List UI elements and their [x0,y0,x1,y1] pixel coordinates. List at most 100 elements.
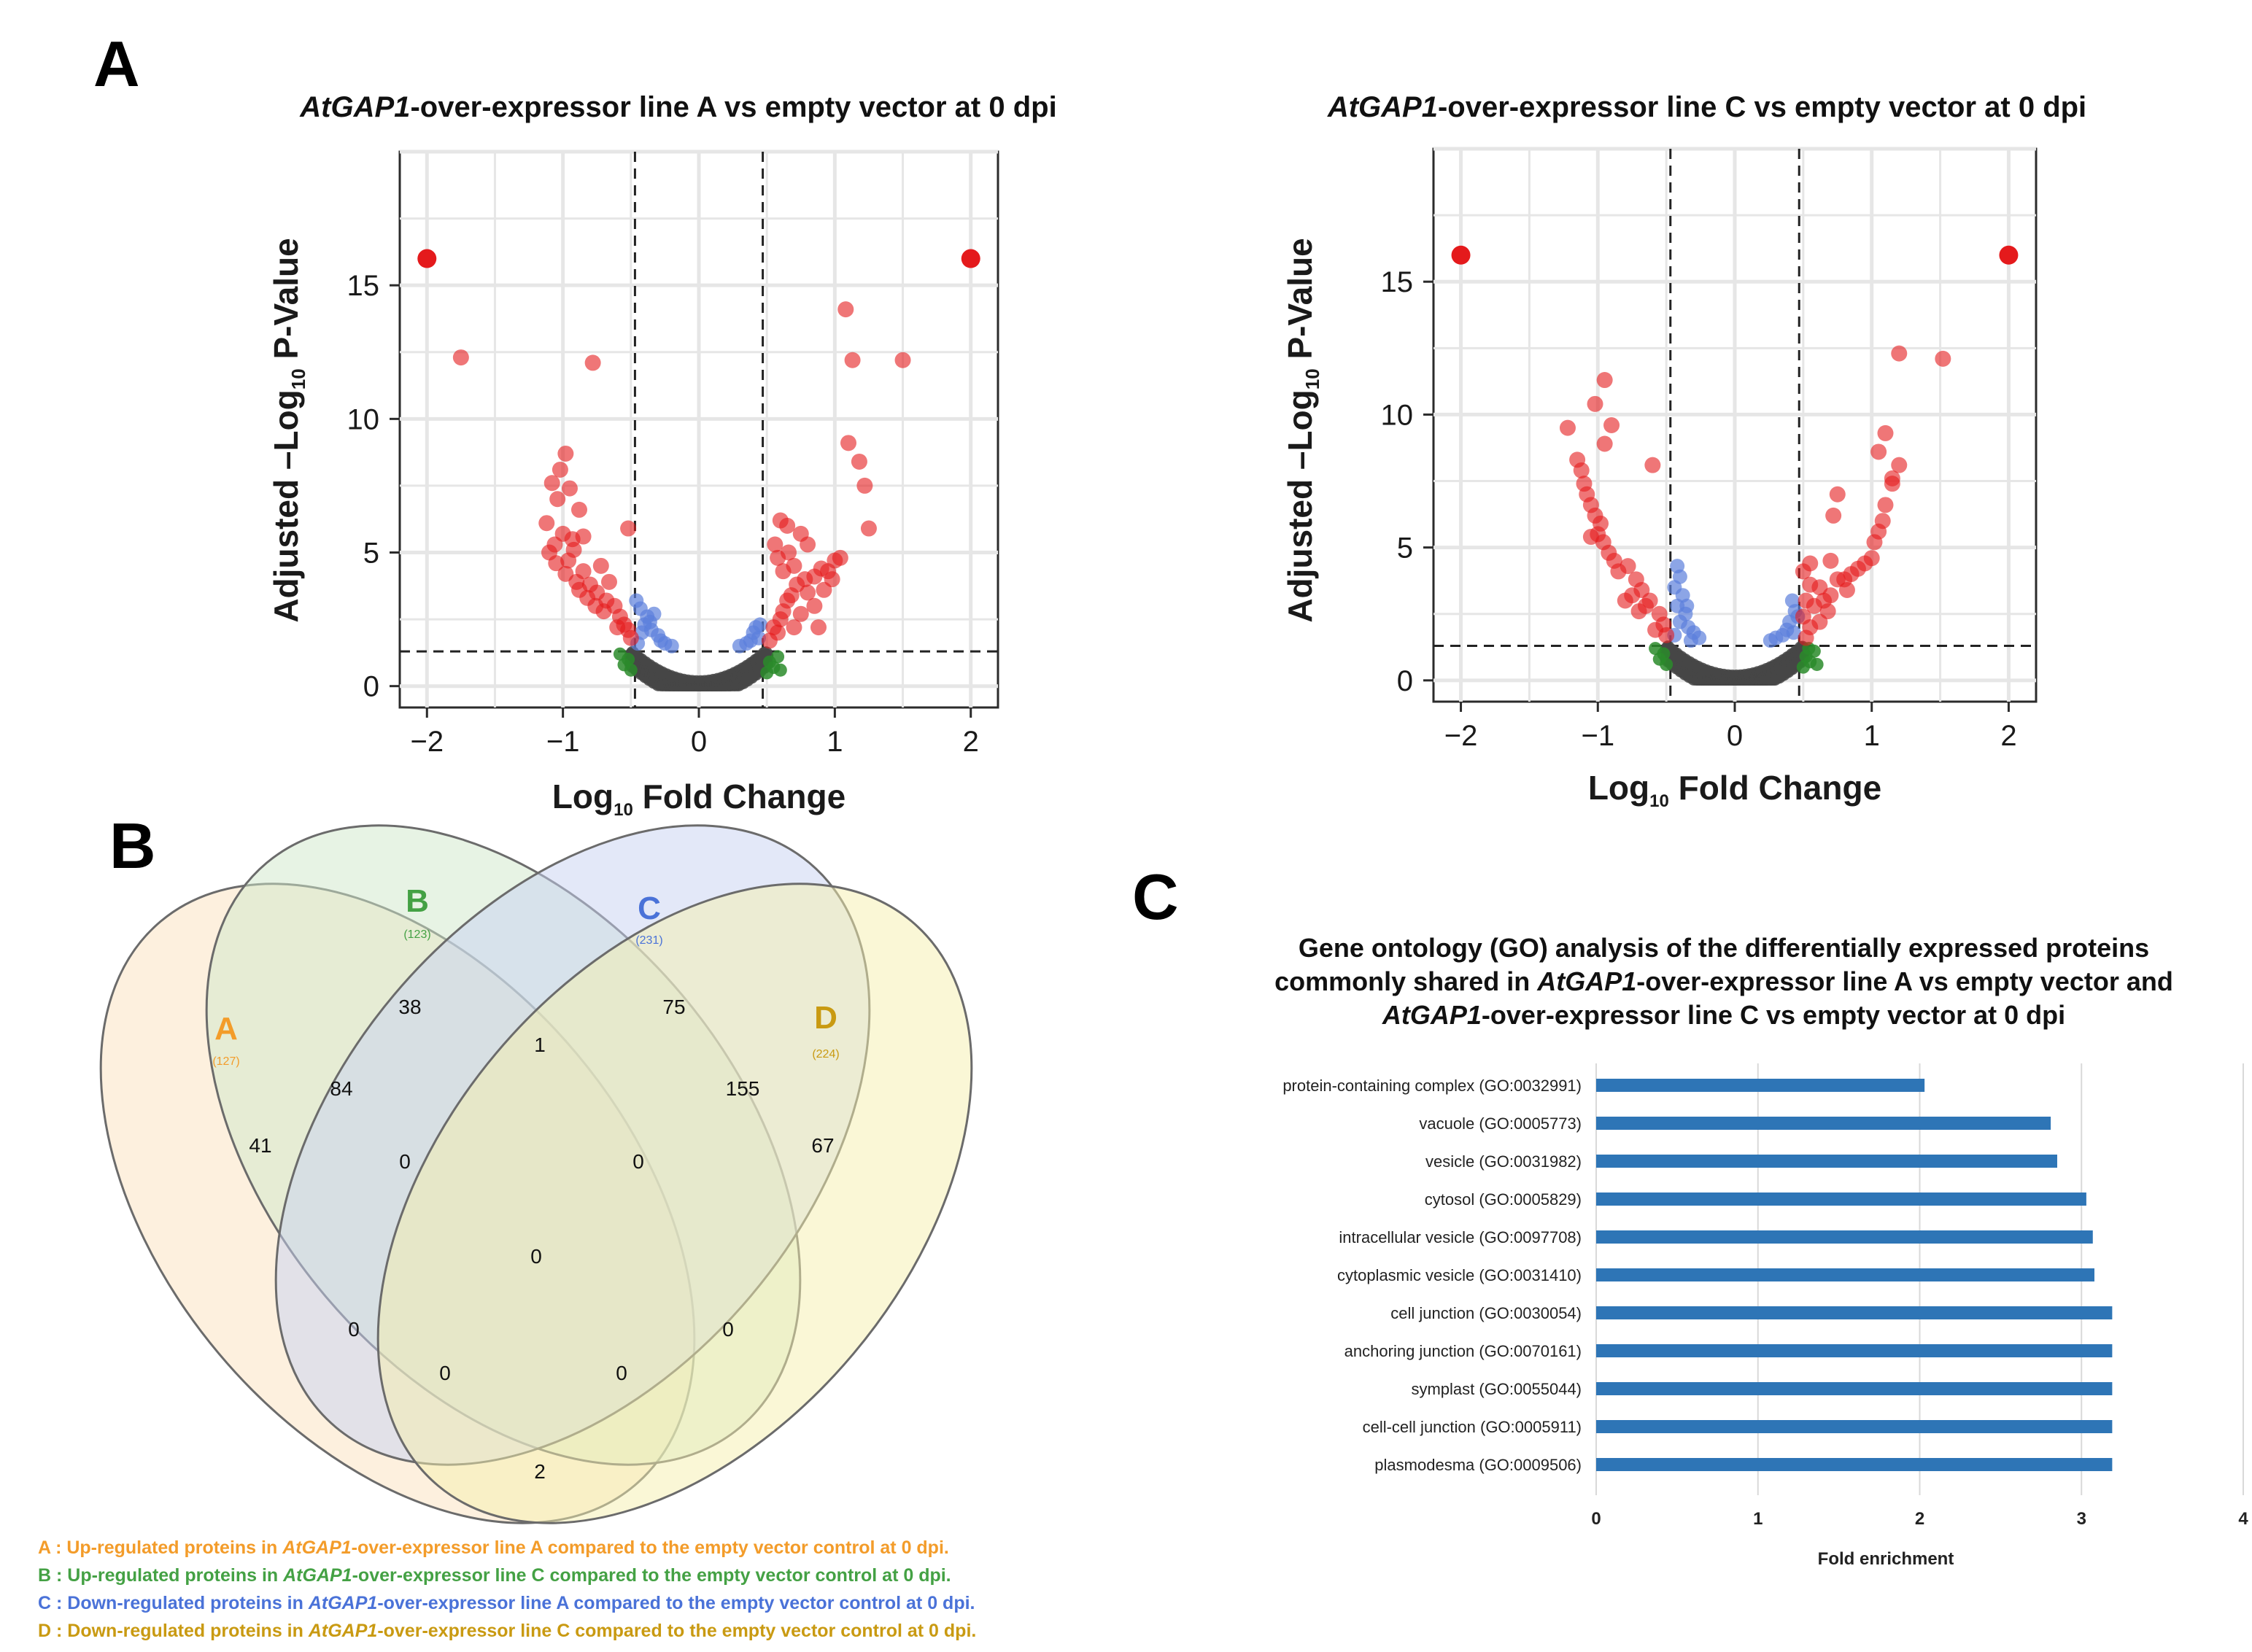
go-bar-chart: Gene ontology (GO) analysis of the diffe… [1274,933,2248,1569]
go-bar [1596,1344,2113,1357]
go-term-label: intracellular vesicle (GO:0097708) [1339,1228,1582,1246]
significant-point [1603,417,1620,433]
significant-point [783,587,800,604]
volcano-a-xlabel: Log10 Fold Change [552,777,846,820]
go-bar [1596,1382,2113,1395]
fold-change-only-point [1810,657,1824,671]
volcano-c-xticks: −2 −1 0 1 2 [1444,702,2017,752]
x-tick-label: 0 [1727,720,1743,752]
volcano-a-title-rest: -over-expressor line A vs empty vector a… [410,91,1056,123]
x-tick-label: −1 [546,726,580,758]
volcano-a-points [417,249,980,691]
significant-point [601,573,617,590]
significant-point [1573,462,1590,478]
legend-line-c: C : Down-regulated proteins in AtGAP1-ov… [38,1593,975,1613]
x-tick-label: 1 [827,726,843,758]
significant-point [837,301,854,318]
significant-point [575,528,592,545]
venn-set-a-label: A [214,1011,238,1047]
go-x-tick-label: 0 [1591,1509,1601,1529]
p-value-only-point [732,638,747,654]
volcano-a-title: AtGAP1-over-expressor line A vs empty ve… [299,91,1056,123]
significant-point [543,475,560,492]
go-term-label: anchoring junction (GO:0070161) [1344,1342,1582,1360]
go-x-tick-label: 1 [1753,1509,1762,1529]
significant-point [810,619,827,636]
panel-letter-b: B [109,810,156,882]
significant-point [860,520,877,537]
significant-point [571,581,587,598]
significant-point [781,544,797,561]
go-term-label: cytoplasmic vesicle (GO:0031410) [1337,1266,1582,1284]
fold-change-only-point [1649,642,1663,656]
venn-count-cd: 155 [726,1077,760,1100]
p-value-only-point [752,617,767,632]
significant-point [767,536,783,553]
significant-point [1451,245,1471,265]
significant-point [1802,555,1819,572]
go-term-label: cell-cell junction (GO:0005911) [1363,1418,1582,1436]
go-bar [1596,1079,1925,1092]
significant-point [792,605,809,622]
go-bar [1596,1155,2057,1168]
volcano-c-title-rest: -over-expressor line C vs empty vector a… [1438,91,2086,123]
venn-count-bc: 1 [534,1034,546,1056]
significant-point [1935,350,1951,367]
venn-count-bcd: 0 [632,1150,644,1173]
significant-point [549,491,566,508]
significant-point [1891,345,1908,362]
go-term-label: vacuole (GO:0005773) [1419,1114,1582,1133]
significant-point [546,536,563,553]
significant-point [1587,395,1603,412]
go-term-label: plasmodesma (GO:0009506) [1374,1456,1582,1474]
significant-point [800,584,816,601]
y-tick-label: 5 [363,538,379,570]
significant-point [894,352,911,368]
y-tick-label: 15 [347,270,380,302]
go-bars [1596,1079,2113,1471]
go-term-label: protein-containing complex (GO:0032991) [1282,1077,1582,1095]
volcano-a-cutoffs [400,152,998,707]
y-tick-label: 10 [1381,399,1414,431]
venn-diagram: A (127) B (123) C (231) D (224) 41 38 75… [99,824,973,1524]
venn-ellipse-d [376,883,973,1524]
significant-point [761,632,778,649]
y-tick-label: 5 [1397,532,1413,565]
venn-set-a-total: (127) [212,1055,239,1068]
significant-point [1624,587,1641,604]
panel-letter-c: C [1132,861,1179,933]
volcano-plot-line-c: AtGAP1-over-expressor line C vs empty ve… [1281,91,2086,811]
go-term-label: vesicle (GO:0031982) [1425,1152,1582,1171]
go-bar [1596,1420,2113,1433]
go-term-label: cytosol (GO:0005829) [1425,1190,1582,1209]
significant-point [561,480,578,497]
x-tick-label: 2 [2000,720,2016,752]
legend-line-b: B : Up-regulated proteins in AtGAP1-over… [38,1565,951,1586]
x-tick-label: −1 [1581,720,1614,752]
volcano-a-ylabel: Adjusted –Log10 P-Value [267,238,309,622]
significant-point [620,520,637,537]
go-bar [1596,1268,2094,1281]
x-tick-label: 1 [1864,720,1880,752]
go-x-tick-label: 3 [2077,1509,2086,1529]
significant-point [1816,592,1833,609]
significant-point [1637,597,1654,614]
significant-point [1795,608,1811,625]
p-value-only-point [1786,625,1801,640]
significant-point [779,517,796,534]
go-title-line-2: commonly shared in AtGAP1-over-expressor… [1274,966,2173,996]
significant-point [1829,486,1846,503]
significant-point [800,536,816,553]
go-xticks: 0 1 2 3 4 [1591,1509,2248,1529]
significant-point [824,571,840,588]
venn-set-b-total: (123) [403,928,430,941]
significant-point [1863,550,1880,567]
go-xlabel: Fold enrichment [1818,1549,1954,1569]
fold-change-only-point [1660,657,1673,671]
venn-count-ab: 84 [330,1077,352,1100]
fold-change-only-point [613,647,627,661]
significant-point [1559,419,1576,436]
x-tick-label: 2 [963,726,979,758]
significant-point [1874,513,1891,530]
x-tick-label: 0 [691,726,707,758]
